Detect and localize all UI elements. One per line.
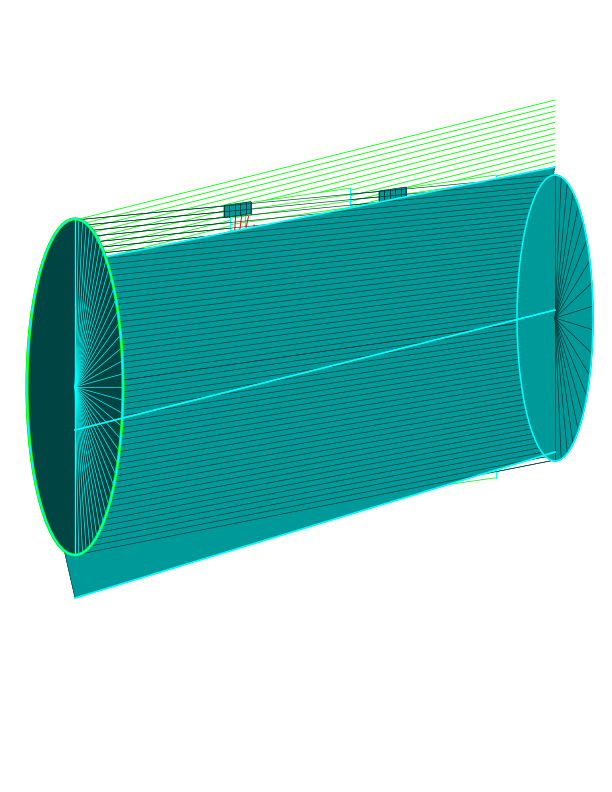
Ellipse shape xyxy=(27,219,123,555)
Polygon shape xyxy=(379,187,406,203)
Polygon shape xyxy=(385,175,496,342)
Ellipse shape xyxy=(517,175,593,461)
Ellipse shape xyxy=(27,219,123,555)
Polygon shape xyxy=(230,188,350,365)
Polygon shape xyxy=(224,202,251,218)
Polygon shape xyxy=(27,219,593,598)
Polygon shape xyxy=(27,219,593,598)
Polygon shape xyxy=(27,167,593,554)
Polygon shape xyxy=(27,167,593,554)
Polygon shape xyxy=(75,167,593,598)
Polygon shape xyxy=(385,326,496,493)
Polygon shape xyxy=(230,348,350,524)
Polygon shape xyxy=(379,478,406,494)
Polygon shape xyxy=(224,508,251,524)
